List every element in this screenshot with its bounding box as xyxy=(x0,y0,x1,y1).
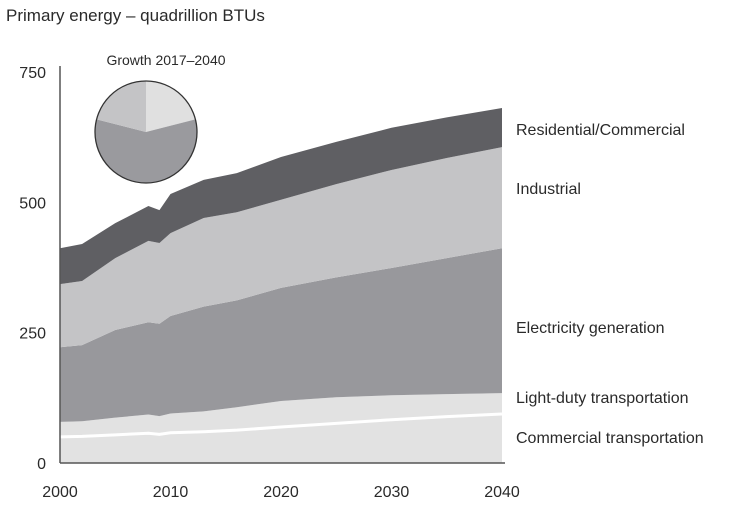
pie-slice xyxy=(96,81,146,132)
x-tick-label: 2010 xyxy=(153,484,189,501)
area-layers xyxy=(59,107,503,463)
x-tick-label: 2020 xyxy=(263,484,299,501)
series-labels: Commercial transportation Light-duty tran… xyxy=(516,122,704,447)
area-commercial-transportation xyxy=(60,413,502,463)
series-label: Residential/Commercial xyxy=(516,122,685,139)
pie-outline xyxy=(94,80,198,184)
y-tick-label: 250 xyxy=(19,326,46,343)
area-electricity-generation xyxy=(60,248,502,422)
x-tick-label: 2040 xyxy=(484,484,520,501)
series-label: Commercial transportation xyxy=(516,430,704,447)
series-label: Electricity generation xyxy=(516,320,665,337)
pie-slice xyxy=(146,81,196,132)
area-industrial xyxy=(60,147,502,348)
pie-slice xyxy=(95,119,197,183)
axes: 0 250 500 750 2000 2010 2020 2030 2040 xyxy=(19,65,520,501)
chart-title: Primary energy – quadrillion BTUs xyxy=(6,6,265,25)
area-residential-commercial xyxy=(60,107,502,285)
y-tick-label: 750 xyxy=(19,65,46,82)
y-tick-label: 500 xyxy=(19,195,46,212)
pie-title: Growth 2017–2040 xyxy=(106,52,225,68)
x-tick-label: 2000 xyxy=(42,484,78,501)
area-light-duty-transportation xyxy=(60,393,502,437)
series-label: Industrial xyxy=(516,181,581,198)
y-tick-label: 0 xyxy=(37,456,46,473)
separator-line xyxy=(59,412,503,439)
inset-pie: Growth 2017–2040 xyxy=(94,52,226,184)
series-label: Light-duty transportation xyxy=(516,390,689,407)
x-tick-label: 2030 xyxy=(374,484,410,501)
